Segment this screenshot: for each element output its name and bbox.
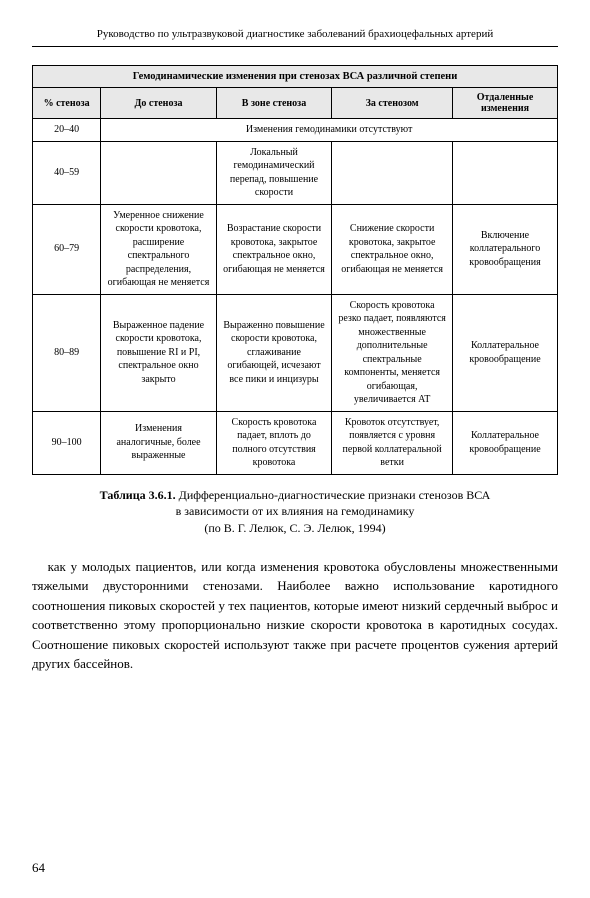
page-number: 64: [32, 860, 45, 876]
cell-after: Скорость кровотока резко падает, появляю…: [332, 294, 453, 411]
table-row: 90–100 Изменения аналогичные, более выра…: [33, 411, 558, 474]
cell-remote: Коллатеральное кровообращение: [453, 411, 558, 474]
table-row: 40–59 Локальный гемодинамический перепад…: [33, 141, 558, 204]
cell-after: Снижение скорости кровотока, закрытое сп…: [332, 204, 453, 294]
cell-pct: 60–79: [33, 204, 101, 294]
cell-after: Кровоток отсутствует, появляется с уровн…: [332, 411, 453, 474]
table-row: 80–89 Выраженное падение скорости кровот…: [33, 294, 558, 411]
cell-zone: Выраженно повышение скорости кровотока, …: [216, 294, 332, 411]
cell-before: Изменения аналогичные, более выраженные: [101, 411, 217, 474]
stenosis-table: Гемодинамические изменения при стенозах …: [32, 65, 558, 475]
cell-remote: [453, 141, 558, 204]
cell-before: Выраженное падение скорости кровотока, п…: [101, 294, 217, 411]
cell-before: [101, 141, 217, 204]
col-header-percent: % стеноза: [33, 88, 101, 119]
col-header-remote: Отдаленные изменения: [453, 88, 558, 119]
table-row: 20–40 Изменения гемодинамики отсутствуют: [33, 119, 558, 142]
table-title: Гемодинамические изменения при стенозах …: [33, 66, 558, 88]
col-header-zone: В зоне стеноза: [216, 88, 332, 119]
cell-pct: 40–59: [33, 141, 101, 204]
table-row: 60–79 Умеренное снижение скорости кровот…: [33, 204, 558, 294]
caption-text-3: (по В. Г. Лелюк, С. Э. Лелюк, 1994): [204, 521, 385, 535]
cell-pct: 20–40: [33, 119, 101, 142]
body-paragraph: как у молодых пациентов, или когда измен…: [32, 557, 558, 674]
cell-pct: 80–89: [33, 294, 101, 411]
cell-after: [332, 141, 453, 204]
col-header-before: До стеноза: [101, 88, 217, 119]
cell-pct: 90–100: [33, 411, 101, 474]
cell-span: Изменения гемодинамики отсутствуют: [101, 119, 558, 142]
cell-zone: Локальный гемодинамический перепад, повы…: [216, 141, 332, 204]
cell-remote: Коллатеральное кровообращение: [453, 294, 558, 411]
col-header-after: За стенозом: [332, 88, 453, 119]
cell-before: Умеренное снижение скорости кровотока, р…: [101, 204, 217, 294]
cell-zone: Скорость кровотока падает, вплоть до пол…: [216, 411, 332, 474]
caption-text-1: Дифференциально-диагностические признаки…: [176, 488, 491, 502]
cell-zone: Возрастание скорости кровотока, закрытое…: [216, 204, 332, 294]
table-caption: Таблица 3.6.1. Дифференциально-диагности…: [32, 487, 558, 537]
caption-text-2: в зависимости от их влияния на гемодинам…: [176, 504, 415, 518]
caption-label: Таблица 3.6.1.: [100, 488, 176, 502]
cell-remote: Включение коллатерального кровообращения: [453, 204, 558, 294]
running-header: Руководство по ультразвуковой диагностик…: [32, 28, 558, 47]
